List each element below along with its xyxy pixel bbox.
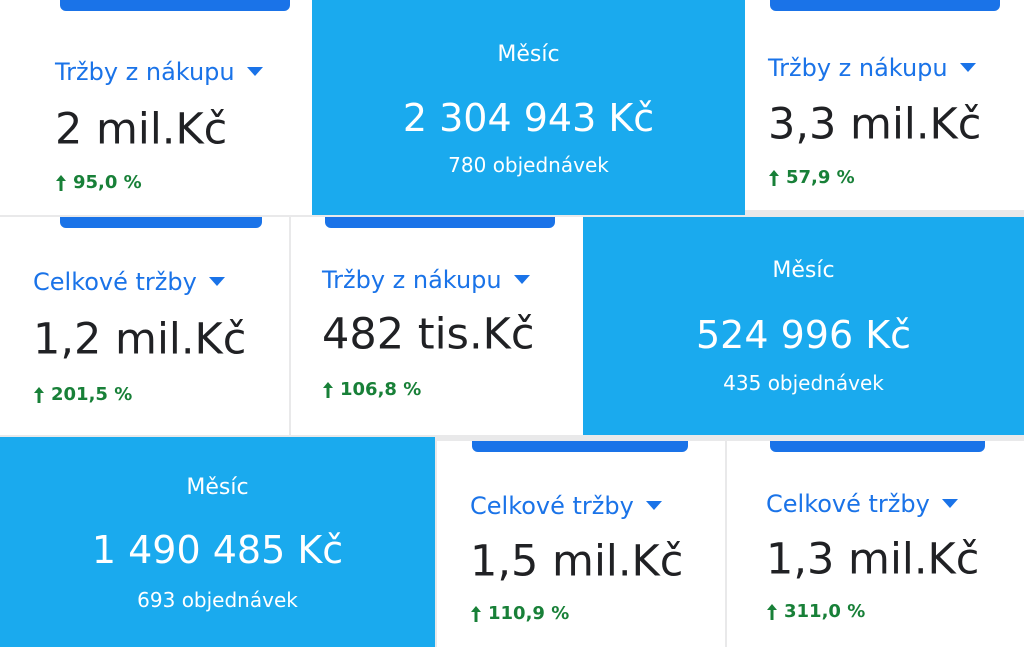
- metric-value: 2 mil.Kč: [55, 104, 228, 155]
- period-row: Měsíc: [312, 44, 745, 66]
- change-value: 311,0 %: [784, 601, 866, 622]
- total-row: 524 996 Kč: [583, 316, 1024, 354]
- value-row: 1,2 mil.Kč: [33, 318, 246, 362]
- metric-card: Celkové tržby 1,2 mil.Kč 201,5 %: [0, 217, 289, 435]
- tab-indicator: [472, 441, 688, 452]
- orders-row: 693 objednávek: [0, 590, 435, 610]
- tab-indicator: [325, 217, 555, 228]
- total-row: 1 490 485 Kč: [0, 531, 435, 569]
- change-row: 110,9 %: [470, 605, 569, 623]
- total-value: 2 304 943 Kč: [402, 96, 655, 140]
- total-value: 524 996 Kč: [695, 313, 912, 357]
- metric-dropdown[interactable]: Celkové tržby: [766, 492, 958, 516]
- total-value: 1 490 485 Kč: [91, 528, 344, 572]
- metric-value: 1,5 mil.Kč: [470, 536, 684, 587]
- period-row: Měsíc: [583, 260, 1024, 282]
- value-row: 1,3 mil.Kč: [766, 538, 979, 582]
- metric-value: 482 tis.Kč: [322, 309, 535, 360]
- orders-count: 435 objednávek: [723, 371, 884, 395]
- period-label: Měsíc: [497, 42, 560, 67]
- up-arrow: [471, 606, 481, 622]
- period-label: Měsíc: [772, 258, 835, 283]
- dropdown-arrow: [959, 63, 976, 72]
- metric-card: Tržby z nákupu 2 mil.Kč 95,0 %: [0, 0, 312, 215]
- change-row: 57,9 %: [768, 169, 855, 187]
- value-row: 1,5 mil.Kč: [470, 540, 683, 584]
- month-card: Měsíc 524 996 Kč 435 objednávek: [583, 217, 1024, 435]
- metric-card: Celkové tržby 1,3 mil.Kč 311,0 %: [727, 441, 1024, 647]
- metric-value: 1,3 mil.Kč: [766, 534, 980, 585]
- change-row: 95,0 %: [55, 174, 142, 192]
- tab-indicator: [60, 0, 290, 11]
- change-value: 106,8 %: [340, 379, 422, 400]
- metric-label: Celkové tržby: [766, 490, 930, 518]
- tab-indicator: [770, 0, 1000, 11]
- change-value: 110,9 %: [488, 603, 570, 624]
- change-value: 57,9 %: [786, 167, 855, 188]
- metric-dropdown[interactable]: Celkové tržby: [470, 494, 662, 518]
- up-arrow: [767, 604, 777, 620]
- value-row: 2 mil.Kč: [55, 108, 227, 152]
- metric-value: 3,3 mil.Kč: [768, 99, 982, 150]
- change-value: 201,5 %: [51, 384, 133, 405]
- tab-indicator: [770, 441, 985, 452]
- dropdown-arrow: [513, 275, 530, 284]
- orders-row: 780 objednávek: [312, 155, 745, 175]
- up-arrow: [56, 175, 66, 191]
- metric-dropdown[interactable]: Celkové tržby: [33, 270, 225, 294]
- change-value: 95,0 %: [73, 172, 142, 193]
- period-label: Měsíc: [186, 475, 249, 500]
- metric-label: Celkové tržby: [33, 268, 197, 296]
- metric-label: Tržby z nákupu: [55, 58, 235, 86]
- up-arrow: [769, 170, 779, 186]
- metric-dropdown[interactable]: Tržby z nákupu: [768, 56, 976, 80]
- up-arrow: [34, 387, 44, 403]
- change-row: 201,5 %: [33, 386, 132, 404]
- month-card: Měsíc 2 304 943 Kč 780 objednávek: [312, 0, 745, 215]
- metric-label: Celkové tržby: [470, 492, 634, 520]
- change-row: 311,0 %: [766, 603, 865, 621]
- metric-dropdown[interactable]: Tržby z nákupu: [55, 60, 263, 84]
- metric-label: Tržby z nákupu: [322, 266, 502, 294]
- up-arrow: [323, 382, 333, 398]
- period-row: Měsíc: [0, 477, 435, 499]
- orders-row: 435 objednávek: [583, 373, 1024, 393]
- value-row: 3,3 mil.Kč: [768, 103, 981, 147]
- metric-label: Tržby z nákupu: [768, 54, 948, 82]
- dropdown-arrow: [941, 499, 958, 508]
- metric-card: Tržby z nákupu 3,3 mil.Kč 57,9 %: [745, 0, 1024, 210]
- metric-value: 1,2 mil.Kč: [33, 314, 247, 365]
- dropdown-arrow: [246, 67, 263, 76]
- metric-card: Celkové tržby 1,5 mil.Kč 110,9 %: [437, 441, 725, 647]
- metric-card: Tržby z nákupu 482 tis.Kč 106,8 %: [291, 217, 583, 435]
- tab-indicator: [60, 217, 262, 228]
- month-card: Měsíc 1 490 485 Kč 693 objednávek: [0, 437, 435, 647]
- total-row: 2 304 943 Kč: [312, 99, 745, 137]
- value-row: 482 tis.Kč: [322, 313, 534, 357]
- change-row: 106,8 %: [322, 381, 421, 399]
- dropdown-arrow: [645, 501, 662, 510]
- metric-dropdown[interactable]: Tržby z nákupu: [322, 268, 530, 292]
- orders-count: 780 objednávek: [448, 153, 609, 177]
- dropdown-arrow: [208, 277, 225, 286]
- orders-count: 693 objednávek: [137, 588, 298, 612]
